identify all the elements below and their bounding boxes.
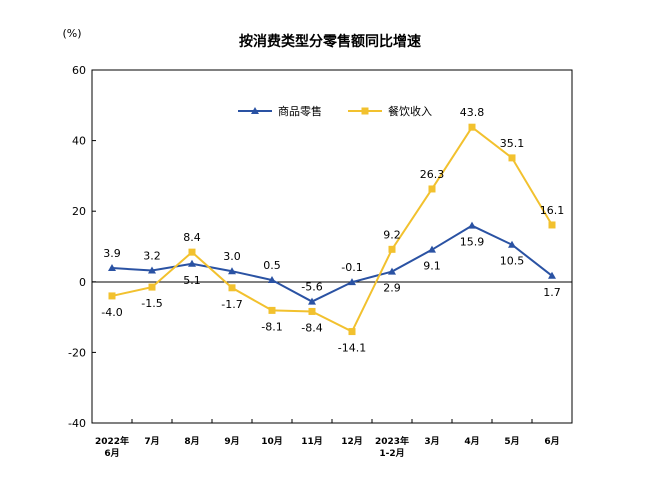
data-point-square: [148, 283, 156, 291]
data-point-square: [108, 292, 116, 300]
x-tick-label: 6月: [544, 436, 559, 447]
x-tick-label: 2023年 1-2月: [375, 435, 409, 459]
data-label: 3.2: [143, 250, 161, 263]
y-tick-label: -40: [68, 417, 86, 430]
data-label: -5.6: [301, 281, 322, 294]
data-label: 10.5: [500, 255, 525, 268]
x-tick-label-line: 2022年: [95, 435, 129, 447]
x-tick-label-line: 12月: [341, 436, 363, 447]
data-point-triangle: [388, 267, 396, 275]
data-label: 0.5: [263, 259, 281, 272]
data-point-square: [468, 123, 476, 131]
data-point-triangle: [348, 278, 356, 286]
y-tick-label: 0: [79, 276, 86, 289]
data-point-triangle: [548, 271, 556, 279]
x-tick-label-line: 10月: [261, 436, 283, 447]
data-point-square: [508, 154, 516, 162]
y-axis-unit: (%): [62, 27, 81, 40]
x-tick-label-line: 9月: [224, 436, 239, 447]
x-tick-label-line: 4月: [464, 436, 479, 447]
data-label: -14.1: [338, 342, 366, 355]
data-label: 9.1: [423, 260, 441, 273]
x-tick-label-line: 11月: [301, 436, 323, 447]
y-tick-label: 40: [72, 135, 86, 148]
x-tick-label: 11月: [301, 436, 323, 447]
x-tick-label: 10月: [261, 436, 283, 447]
series-layer: 3.9 3.2 5.1 3.0 0.5 -5.6 -0.1 2.9 9.1 15.9 10.5 1.7…: [101, 106, 564, 354]
x-tick-label-line: 5月: [504, 436, 519, 447]
x-tick-label-line: 6月: [544, 436, 559, 447]
series-line-1: [111, 224, 553, 303]
x-tick-label-line: 7月: [144, 436, 159, 447]
data-point-square: [308, 307, 316, 315]
x-tick-label-line: 2023年: [375, 435, 409, 447]
y-axis: -40 -20 0 20 40 60: [68, 64, 96, 430]
data-label: -0.1: [341, 261, 362, 274]
x-tick-label: 5月: [504, 436, 519, 447]
legend-label: 商品零售: [278, 104, 322, 118]
data-point-triangle: [108, 264, 116, 272]
data-label: -1.7: [221, 298, 242, 311]
data-label: 35.1: [500, 137, 525, 150]
data-point-triangle: [468, 221, 476, 229]
y-tick-label: -20: [68, 346, 86, 359]
legend-marker-triangle: [251, 107, 259, 114]
data-point-square: [188, 248, 196, 256]
x-tick-label-line: 3月: [424, 436, 439, 447]
y-tick-label: 20: [72, 205, 86, 218]
plot-frame: [91, 69, 573, 424]
x-tick-label: 9月: [224, 436, 239, 447]
data-label: 26.3: [420, 168, 445, 181]
data-label: 1.7: [543, 286, 561, 299]
data-label: 5.1: [183, 274, 201, 287]
data-label: 43.8: [460, 106, 485, 119]
data-label: 3.0: [223, 250, 241, 263]
data-point-triangle: [148, 266, 156, 274]
data-point-triangle: [268, 276, 276, 284]
data-point-square: [548, 221, 556, 229]
data-label: -8.4: [301, 321, 322, 334]
x-tick-label-line: 6月: [104, 448, 119, 459]
data-label: 2.9: [383, 282, 401, 295]
data-point-triangle: [308, 297, 316, 305]
x-tick-label: 3月: [424, 436, 439, 447]
data-point-square: [388, 245, 396, 253]
data-label: 15.9: [460, 236, 485, 249]
x-tick-label-line: 1-2月: [379, 448, 404, 459]
data-point-square: [348, 328, 356, 336]
series-line-2: [111, 125, 553, 333]
y-tick-label: 60: [72, 64, 86, 77]
data-label: -8.1: [261, 320, 282, 333]
x-tick-label: 7月: [144, 436, 159, 447]
data-point-triangle: [228, 267, 236, 275]
x-tick-label: 4月: [464, 436, 479, 447]
x-tick-label: 8月: [184, 436, 199, 447]
data-label: 9.2: [383, 228, 401, 241]
data-label: 3.9: [103, 247, 121, 260]
data-point-triangle: [188, 259, 196, 267]
data-point-triangle: [428, 245, 436, 253]
chart-title: 按消费类型分零售额同比增速: [239, 33, 421, 50]
x-tick-label: 12月: [341, 436, 363, 447]
x-tick-label: 2022年 6月: [95, 435, 129, 459]
legend-marker-square: [361, 107, 369, 115]
data-point-square: [228, 284, 236, 292]
data-point-square: [428, 185, 436, 193]
legend-label: 餐饮收入: [388, 104, 432, 118]
legend: 商品零售 餐饮收入: [238, 104, 432, 118]
data-point-square: [268, 306, 276, 314]
data-label: -1.5: [141, 297, 162, 310]
data-label: 16.1: [540, 204, 565, 217]
data-label: 8.4: [183, 231, 201, 244]
x-tick-label-line: 8月: [184, 436, 199, 447]
data-label: -4.0: [101, 306, 122, 319]
data-point-triangle: [508, 240, 516, 248]
